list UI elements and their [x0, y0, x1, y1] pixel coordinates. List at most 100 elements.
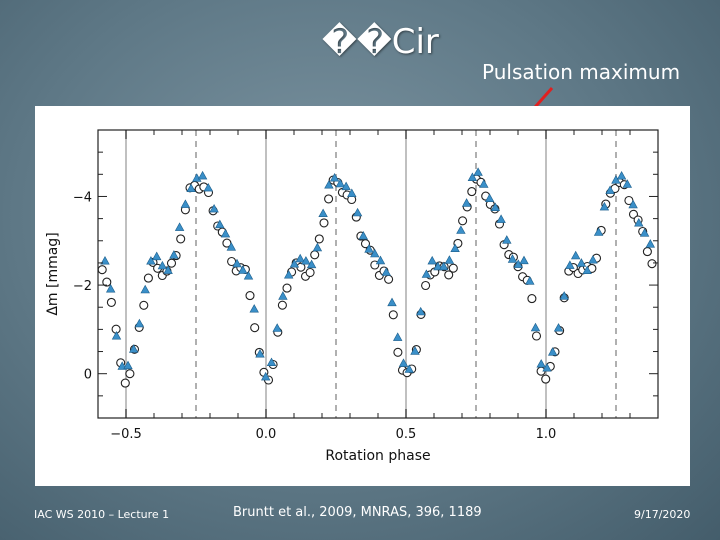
data-point-triangle: [301, 256, 311, 265]
data-point-triangle: [605, 185, 615, 194]
data-point-circle: [531, 331, 542, 341]
footer-lecture: IAC WS 2010 – Lecture 1: [34, 508, 170, 521]
data-point-triangle: [341, 181, 351, 191]
data-point-circle: [166, 258, 177, 268]
data-point-triangle: [415, 306, 426, 316]
data-point-triangle: [352, 207, 363, 217]
data-point-triangle: [570, 250, 581, 260]
data-point-triangle: [260, 371, 271, 381]
data-point-circle: [143, 273, 153, 283]
axis-ticks: −0.5 0.0 0.5 1.0 −4 −2 0: [73, 130, 659, 442]
y-axis-label: Δm [mmag]: [45, 232, 61, 315]
data-point-triangle: [519, 255, 529, 265]
y-tick-label: 0: [84, 368, 92, 383]
data-point-triangle: [530, 322, 541, 332]
data-point-triangle: [547, 347, 558, 356]
data-point-triangle: [525, 276, 535, 285]
data-point-triangle: [639, 228, 650, 237]
data-point-circle: [120, 378, 130, 388]
data-point-triangle: [295, 253, 305, 263]
y-tick-label: −4: [73, 190, 92, 205]
data-point-triangle: [209, 203, 219, 213]
data-point-circle: [282, 283, 292, 293]
data-point-circle: [467, 187, 477, 197]
data-point-circle: [250, 323, 260, 333]
data-point-circle: [421, 280, 431, 291]
data-point-triangle: [565, 260, 575, 269]
y-tick-label: −2: [73, 279, 92, 294]
data-point-triangle: [490, 202, 501, 211]
data-point-triangle: [220, 228, 231, 238]
data-point-triangle: [180, 199, 191, 208]
data-point-circle: [384, 274, 394, 284]
data-point-triangle: [634, 217, 644, 227]
data-point-triangle: [335, 178, 346, 188]
data-point-triangle: [278, 291, 288, 300]
data-point-triangle: [312, 242, 323, 252]
data-point-triangle: [238, 265, 248, 274]
data-point-circle: [388, 310, 398, 320]
data-point-circle: [176, 234, 186, 244]
data-point-triangle: [255, 348, 265, 358]
data-point-triangle: [375, 255, 386, 265]
data-point-circle: [245, 291, 255, 301]
data-point-triangle: [438, 261, 449, 271]
data-point-triangle: [450, 243, 460, 252]
data-point-circle: [102, 277, 112, 287]
data-point-triangle: [582, 265, 592, 274]
data-point-circle: [125, 369, 135, 379]
data-point-circle: [448, 263, 458, 273]
data-point-triangle: [306, 259, 317, 269]
data-point-triangle: [151, 251, 162, 261]
data-point-triangle: [456, 225, 466, 234]
data-point-triangle: [421, 269, 432, 278]
x-axis-label: Rotation phase: [325, 448, 430, 464]
data-point-triangle: [134, 318, 145, 328]
data-point-triangle: [593, 227, 604, 236]
data-point-triangle: [370, 248, 380, 258]
data-point-triangle: [197, 170, 208, 180]
data-point-triangle: [111, 330, 122, 340]
data-point-triangle: [479, 179, 489, 188]
data-point-triangle: [123, 360, 133, 370]
data-point-triangle: [157, 260, 168, 270]
data-point-triangle: [461, 198, 472, 207]
data-point-triangle: [433, 261, 443, 271]
data-point-triangle: [398, 358, 409, 367]
data-point-triangle: [410, 346, 420, 355]
data-point-triangle: [599, 201, 610, 211]
data-point-triangle: [588, 255, 598, 264]
pulsation-maximum-annotation: Pulsation maximum: [482, 60, 681, 84]
data-point-triangle: [186, 183, 196, 192]
data-point-circle: [97, 265, 107, 275]
data-point-triangle: [283, 270, 294, 279]
data-point-triangle: [318, 208, 328, 217]
data-point-triangle: [381, 267, 392, 276]
data-point-triangle: [536, 359, 546, 368]
data-point-triangle: [226, 242, 237, 251]
x-tick-label: 0.5: [396, 427, 417, 442]
data-point-circle: [458, 216, 468, 226]
data-point-triangle: [553, 323, 564, 332]
data-point-triangle: [427, 255, 437, 265]
data-point-triangle: [215, 219, 225, 229]
data-point-triangle: [645, 239, 656, 248]
data-point-triangle: [616, 170, 627, 180]
data-point-triangle: [484, 193, 495, 202]
data-point-triangle: [622, 179, 633, 188]
data-point-triangle: [502, 235, 512, 244]
data-point-circle: [106, 297, 116, 307]
data-point-circle: [642, 247, 652, 257]
data-point-circle: [527, 294, 537, 304]
data-point-triangle: [473, 167, 483, 176]
data-point-triangle: [444, 255, 455, 264]
data-point-triangle: [542, 363, 552, 372]
x-tick-label: 0.0: [256, 427, 277, 442]
data-point-triangle: [169, 250, 179, 259]
slide-title: ��Cir: [322, 22, 439, 62]
data-point-circle: [541, 374, 551, 384]
data-point-triangle: [140, 284, 150, 294]
data-point-circle: [139, 300, 149, 310]
data-point-triangle: [272, 323, 282, 332]
data-point-triangle: [266, 357, 277, 366]
